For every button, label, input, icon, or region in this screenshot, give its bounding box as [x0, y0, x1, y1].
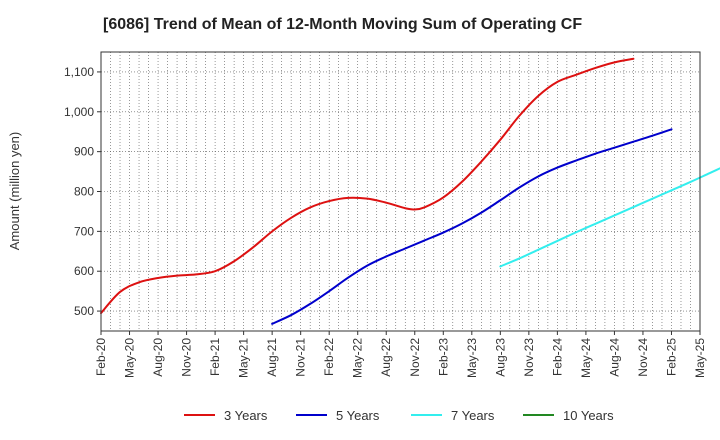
legend-label-5-years: 5 Years: [336, 408, 380, 423]
legend: 3 Years 5 Years 7 Years 10 Years: [184, 408, 614, 423]
y-tick-labels: 500 600 700 800 900 1,000 1,100: [64, 65, 101, 318]
y-tick-label: 900: [74, 145, 94, 159]
x-tick-label: Feb-24: [550, 338, 564, 376]
legend-label-10-years: 10 Years: [563, 408, 614, 423]
y-tick-label: 600: [74, 264, 94, 278]
x-tick-label: Feb-22: [322, 338, 336, 376]
x-tick-label: Feb-21: [208, 338, 222, 376]
x-tick-label: May-20: [123, 338, 137, 378]
legend-label-7-years: 7 Years: [451, 408, 495, 423]
chart-title: [6086] Trend of Mean of 12-Month Moving …: [103, 16, 582, 33]
x-tick-label: Nov-23: [522, 338, 536, 377]
x-tick-label: Aug-22: [379, 338, 393, 377]
grid: [101, 52, 700, 331]
x-tick-label: Feb-20: [94, 338, 108, 376]
series-line-7-years: [499, 167, 720, 268]
x-tick-label: May-22: [351, 338, 365, 378]
x-tick-label: Aug-23: [493, 338, 507, 377]
x-tick-label: May-23: [465, 338, 479, 378]
x-tick-label: Aug-24: [607, 338, 621, 377]
plot-frame: [100, 51, 701, 332]
x-tick-label: May-21: [237, 338, 251, 378]
series-lines: [100, 57, 720, 325]
x-tick-label: May-24: [579, 338, 593, 378]
x-tick-labels: Feb-20 May-20 Aug-20 Nov-20 Feb-21 May-21 Aug-…: [94, 331, 707, 378]
legend-label-3-years: 3 Years: [224, 408, 268, 423]
y-tick-label: 700: [74, 224, 94, 238]
x-tick-label: Nov-21: [294, 338, 308, 377]
x-tick-label: Feb-25: [664, 338, 678, 376]
x-tick-label: Aug-21: [265, 338, 279, 377]
y-axis-label: Amount (million yen): [7, 132, 22, 251]
y-tick-label: 800: [74, 185, 94, 199]
y-tick-label: 500: [74, 304, 94, 318]
y-tick-label: 1,100: [64, 65, 94, 79]
x-tick-label: Aug-20: [151, 338, 165, 377]
x-tick-label: May-25: [693, 338, 707, 378]
x-tick-label: Feb-23: [436, 338, 450, 376]
x-tick-label: Nov-22: [408, 338, 422, 377]
y-tick-label: 1,000: [64, 105, 94, 119]
x-tick-label: Nov-20: [180, 338, 194, 377]
x-tick-label: Nov-24: [636, 338, 650, 377]
series-line-5-years: [271, 128, 673, 325]
series-line-3-years: [100, 57, 635, 315]
